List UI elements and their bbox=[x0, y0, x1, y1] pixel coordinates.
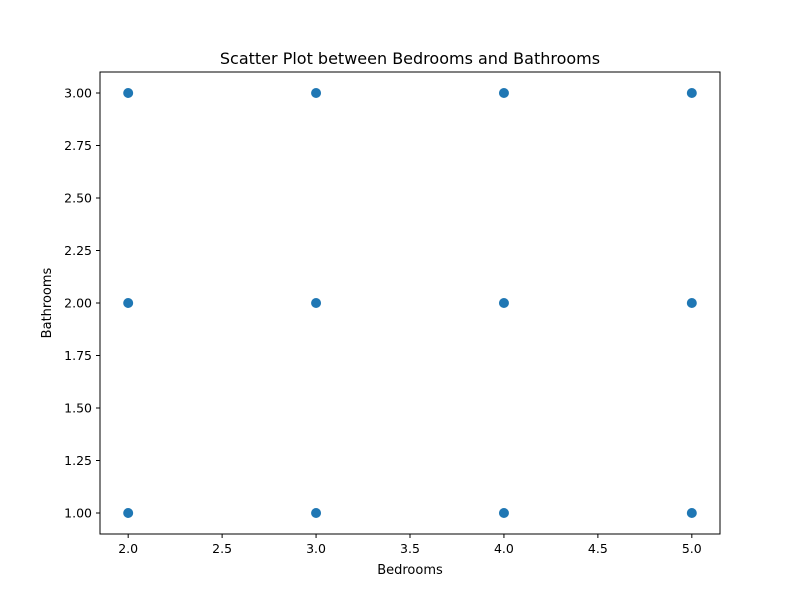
y-tick-label: 3.00 bbox=[64, 86, 92, 101]
data-point bbox=[686, 508, 697, 518]
x-tick-label: 2.0 bbox=[118, 541, 138, 556]
x-tick-label: 5.0 bbox=[682, 541, 702, 556]
y-axis-label: Bathrooms bbox=[40, 267, 55, 338]
data-point bbox=[123, 508, 134, 518]
data-point bbox=[123, 298, 134, 308]
x-tick-label: 4.5 bbox=[588, 541, 608, 556]
x-axis-ticks: 2.0 2.5 3.0 3.5 4.0 4.5 5.0 bbox=[118, 534, 702, 556]
y-tick-label: 2.25 bbox=[64, 243, 92, 258]
data-point bbox=[498, 508, 509, 518]
x-tick-label: 3.5 bbox=[400, 541, 420, 556]
plot-area bbox=[123, 88, 697, 518]
data-point bbox=[311, 298, 322, 308]
data-point bbox=[311, 88, 322, 98]
data-point bbox=[498, 88, 509, 98]
data-point bbox=[498, 298, 509, 308]
y-tick-label: 2.50 bbox=[64, 191, 92, 206]
y-axis-ticks: 1.00 1.25 1.50 1.75 2.00 2.25 2.50 2.75 3.00 bbox=[64, 86, 100, 521]
y-tick-label: 1.25 bbox=[64, 453, 92, 468]
x-tick-label: 4.0 bbox=[494, 541, 514, 556]
y-tick-label: 1.50 bbox=[64, 401, 92, 416]
y-tick-label: 1.00 bbox=[64, 506, 92, 521]
y-tick-label: 2.75 bbox=[64, 138, 92, 153]
data-point bbox=[123, 88, 134, 98]
x-tick-label: 3.0 bbox=[306, 541, 326, 556]
data-point bbox=[686, 88, 697, 98]
y-tick-label: 1.75 bbox=[64, 348, 92, 363]
y-tick-label: 2.00 bbox=[64, 296, 92, 311]
axes-frame bbox=[99, 71, 721, 535]
data-point bbox=[311, 508, 322, 518]
data-point bbox=[686, 298, 697, 308]
x-axis-label: Bedrooms bbox=[377, 563, 443, 578]
x-tick-label: 2.5 bbox=[212, 541, 232, 556]
chart-title: Scatter Plot between Bedrooms and Bathro… bbox=[220, 49, 600, 68]
